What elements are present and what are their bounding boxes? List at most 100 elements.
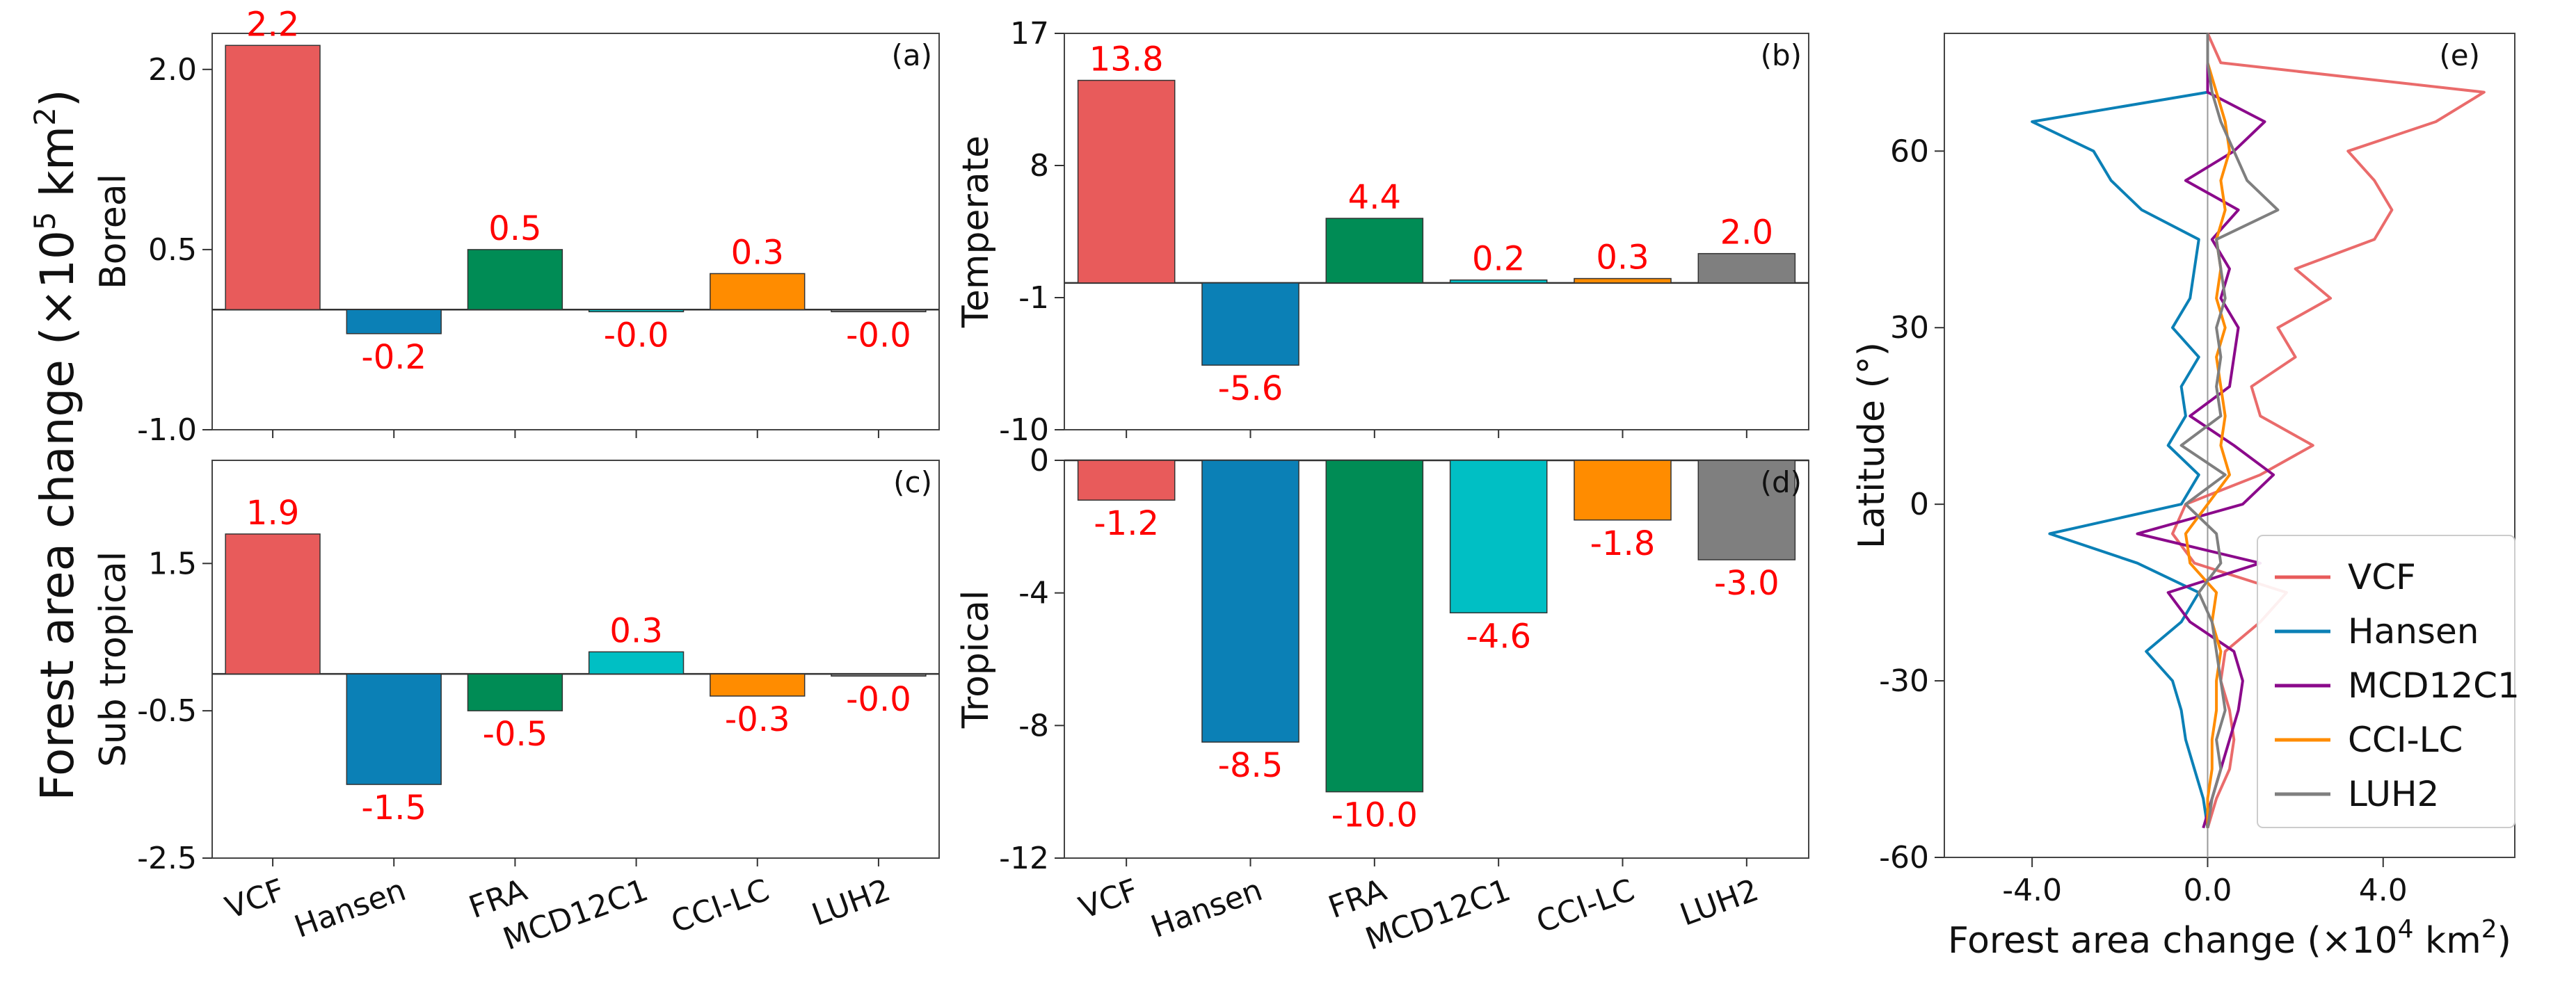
x-tick-label: CCI-LC [1532,872,1639,940]
bar-hansen [1201,460,1299,743]
x-tick-label: 4.0 [2359,873,2408,908]
y-tick-label: 0.5 [148,232,197,268]
y-tick-label: -2.5 [137,841,197,876]
data-label: 0.3 [1596,239,1649,277]
y-tick-label: -8 [1018,708,1049,743]
data-label: 0.3 [609,611,662,650]
bar-fra [467,249,563,311]
bar-luh2 [1697,252,1796,284]
plot-frame [1944,33,2515,858]
x-tick-label: Hansen [1146,872,1267,945]
y-tick-label: -1.0 [137,412,197,448]
legend-label: MCD12C1 [2348,665,2520,706]
y-tick-label: 0 [1910,487,1929,522]
panel-y-label: Boreal [93,174,134,289]
data-label: -0.2 [361,338,426,377]
x-axis-label-part: Forest area change (×10 [1948,920,2398,962]
x-tick-label: MCD12C1 [1361,872,1515,957]
bar-hansen [1201,282,1299,366]
bar-luh2 [831,309,927,313]
data-label: -10.0 [1331,796,1418,835]
y-tick-label: 30 [1890,310,1929,346]
y-tick-label: -10 [999,412,1049,448]
legend-label: LUH2 [2348,774,2439,814]
data-label: -8.5 [1218,746,1283,785]
bar-cci-lc [1574,277,1672,284]
panel-b-temperate: 13.8 -5.6 4.4 0.2 0.3 2.0 -10 -1 8 17 (b) Temperate [955,16,1809,448]
data-label: 2.2 [246,5,299,44]
plot-frame [211,33,940,430]
series-line-mcd12c1 [2136,33,2275,829]
legend: VCF Hansen MCD12C1 CCI-LC LUH2 [2257,535,2520,828]
legend-label: Hansen [2348,611,2479,652]
panel-letter: (a) [891,38,932,72]
data-label: 0.3 [731,233,784,272]
bar-mcd12c1 [588,309,685,313]
data-label: -1.5 [361,789,426,828]
y-tick-label: -0.5 [137,693,197,729]
data-label: -0.0 [846,680,911,719]
bar-cci-lc [1574,460,1672,521]
data-label: 0.5 [488,209,541,248]
y-tick-label: 1.5 [148,546,197,581]
data-label: -0.5 [483,715,548,754]
y-tick-label: 0 [1030,443,1049,478]
data-label: -4.6 [1466,617,1531,656]
x-tick-label: Hansen [290,872,410,945]
x-tick-label: 0.0 [2183,873,2232,908]
y-tick-label: 60 [1890,134,1929,169]
bar-mcd12c1 [588,651,685,675]
data-label: 4.4 [1348,178,1401,217]
series-line-hansen [2031,33,2209,828]
legend-label: CCI-LC [2348,720,2463,760]
data-label: -0.0 [846,316,911,355]
bar-fra [467,673,563,711]
panel-letter: (e) [2439,38,2480,72]
panel-a-boreal: 2.2 -0.2 0.5 -0.0 0.3 -0.0 -1.0 0.5 2.0 (a) Boreal [93,5,940,448]
bar-mcd12c1 [1449,279,1548,284]
data-label: 2.0 [1720,213,1773,252]
bar-cci-lc [710,673,806,697]
panel-letter: (d) [1761,465,1802,499]
plot-frame [211,460,940,859]
y-axis-label: Latitude (°) [1851,342,1893,549]
panel-d-tropical: -1.2 -8.5 -10.0 -4.6 -1.8 -3.0 -12 -8 -4 0 VCF Hans… [955,443,1809,958]
panel-c-subtropical: 1.9 -1.5 -0.5 0.3 -0.3 -0.0 -2.5 -0.5 1.5 VCF Hans… [93,460,940,958]
series-line-luh2 [2179,33,2280,828]
series-line-vcf [2171,33,2486,829]
x-tick-label: VCF [221,872,289,926]
panel-letter: (c) [893,465,932,499]
y-tick-label: -60 [1879,840,1929,875]
shared-y-axis-label: Forest area change (×105 km2) [28,89,84,800]
data-label: -1.8 [1590,524,1656,563]
legend-box [2257,535,2515,828]
panel-y-label: Tropical [955,590,997,729]
series-line-cci-lc [2184,33,2231,828]
y-tick-label: 17 [1010,16,1049,51]
bar-mcd12c1 [1449,460,1548,614]
data-label: -3.0 [1714,564,1779,603]
data-label: 13.8 [1089,40,1164,79]
bar-vcf [225,45,321,311]
data-label: -0.0 [604,316,669,355]
bar-hansen [346,673,442,785]
bar-vcf [225,533,321,675]
data-label: 0.2 [1472,240,1525,279]
x-axis-label-part: 4 [2398,915,2414,944]
y-tick-label: -12 [999,841,1049,876]
data-label: 1.9 [246,494,299,533]
x-axis-label: Forest area change (×104 km2) [1948,915,2511,962]
x-tick-label: LUH2 [808,872,895,933]
data-label: -1.2 [1094,504,1159,543]
bar-fra [1325,218,1424,284]
bar-luh2 [831,673,927,677]
legend-label: VCF [2348,557,2416,597]
x-axis-label-part: km [2413,920,2481,962]
y-tick-label: -1 [1018,280,1049,316]
x-tick-label: VCF [1075,872,1143,926]
bar-hansen [346,309,442,334]
bar-vcf [1077,79,1176,284]
x-axis-label-part: ) [2497,920,2511,962]
panel-y-label: Temperate [955,136,997,328]
data-label: -0.3 [725,700,790,739]
